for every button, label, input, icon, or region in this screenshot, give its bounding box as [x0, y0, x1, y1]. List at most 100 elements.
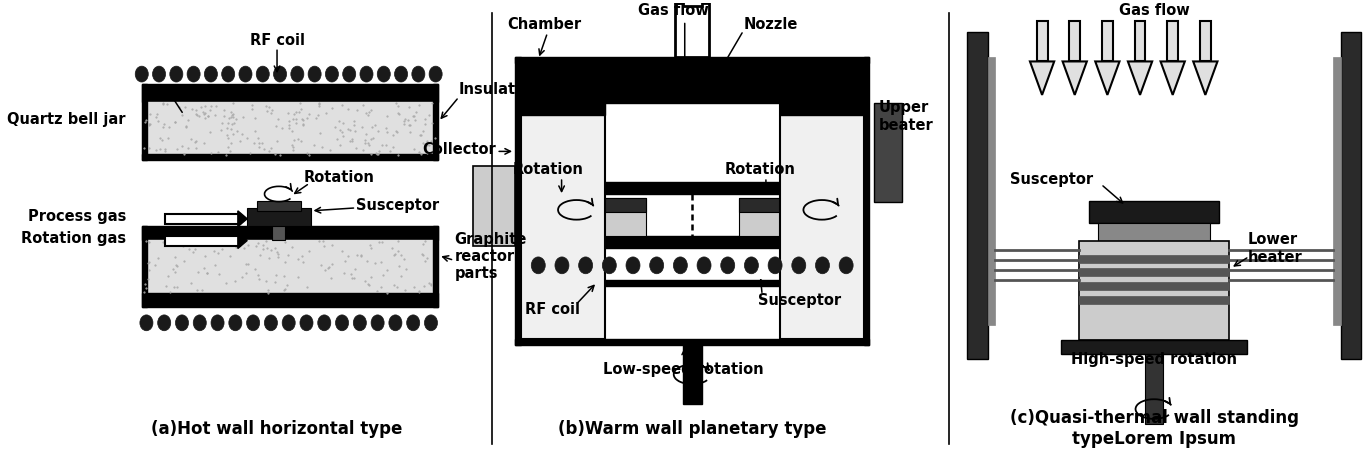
- Point: [133, 288, 155, 295]
- Polygon shape: [1160, 61, 1185, 95]
- Bar: [521, 182, 864, 194]
- Point: [253, 145, 275, 153]
- Bar: [1069, 21, 1080, 61]
- Text: Graphite
reactor
parts: Graphite reactor parts: [455, 232, 526, 281]
- Point: [384, 252, 406, 259]
- Point: [237, 260, 259, 267]
- Point: [382, 131, 404, 139]
- Point: [136, 116, 158, 124]
- Point: [371, 238, 393, 245]
- Point: [181, 105, 203, 112]
- Point: [173, 243, 195, 250]
- Text: Insulation: Insulation: [459, 82, 541, 98]
- Ellipse shape: [308, 66, 321, 82]
- Point: [406, 108, 427, 115]
- Text: Rotation: Rotation: [512, 162, 584, 177]
- Bar: [521, 280, 864, 286]
- Point: [334, 257, 356, 265]
- Point: [171, 142, 193, 149]
- Text: Chamber: Chamber: [508, 17, 582, 32]
- Point: [218, 120, 240, 127]
- Ellipse shape: [158, 315, 171, 331]
- Point: [299, 248, 321, 255]
- Point: [178, 144, 200, 152]
- Point: [282, 144, 304, 151]
- Point: [200, 102, 222, 109]
- Point: [344, 127, 366, 134]
- Bar: [515, 57, 870, 63]
- Point: [318, 264, 340, 271]
- Point: [137, 121, 159, 128]
- Point: [330, 128, 352, 136]
- Point: [184, 138, 206, 146]
- Point: [306, 115, 327, 122]
- Point: [423, 134, 445, 141]
- Text: Rotation gas: Rotation gas: [21, 231, 126, 246]
- Bar: [874, 103, 901, 202]
- Text: Process gas: Process gas: [27, 209, 126, 224]
- Polygon shape: [238, 233, 247, 249]
- Point: [326, 136, 348, 143]
- Point: [375, 266, 397, 273]
- Point: [252, 242, 274, 249]
- Point: [307, 112, 329, 119]
- Point: [367, 150, 389, 158]
- Point: [419, 280, 441, 288]
- Point: [221, 125, 242, 132]
- Point: [152, 101, 174, 108]
- Point: [281, 142, 303, 149]
- Point: [363, 259, 385, 266]
- Point: [216, 143, 238, 151]
- Point: [232, 113, 253, 120]
- Point: [249, 252, 271, 259]
- Bar: [738, 198, 851, 212]
- Point: [284, 136, 306, 143]
- Text: Gas flow: Gas flow: [1119, 3, 1189, 18]
- Bar: [1333, 57, 1341, 325]
- Point: [370, 284, 392, 291]
- Point: [241, 102, 263, 109]
- Point: [337, 126, 359, 133]
- Point: [381, 244, 403, 251]
- Point: [397, 116, 419, 124]
- Point: [274, 273, 296, 280]
- Point: [277, 281, 299, 288]
- Ellipse shape: [674, 257, 688, 274]
- Point: [134, 118, 156, 125]
- Point: [171, 111, 193, 118]
- Point: [408, 148, 430, 155]
- Point: [163, 283, 185, 290]
- Point: [271, 124, 293, 131]
- Polygon shape: [1063, 61, 1086, 95]
- Point: [349, 252, 371, 259]
- Point: [195, 114, 216, 122]
- Bar: [521, 103, 604, 114]
- Point: [342, 121, 364, 129]
- Ellipse shape: [792, 257, 806, 274]
- Point: [363, 121, 385, 129]
- Point: [286, 135, 308, 142]
- Point: [145, 113, 167, 120]
- Point: [218, 114, 240, 121]
- Point: [273, 287, 295, 294]
- Ellipse shape: [175, 315, 189, 331]
- Point: [244, 115, 266, 122]
- Point: [319, 146, 341, 153]
- Point: [352, 146, 374, 153]
- Bar: [1101, 21, 1112, 61]
- Ellipse shape: [769, 257, 782, 274]
- Bar: [1037, 21, 1048, 61]
- Bar: [1145, 340, 1163, 424]
- Point: [375, 113, 397, 120]
- Point: [401, 113, 423, 120]
- Ellipse shape: [326, 66, 338, 82]
- Point: [386, 247, 408, 255]
- Point: [411, 250, 433, 257]
- Point: [179, 237, 201, 245]
- Point: [204, 111, 226, 119]
- Ellipse shape: [697, 257, 711, 274]
- Text: RF coil: RF coil: [525, 302, 580, 317]
- Point: [385, 99, 407, 107]
- Bar: [164, 235, 240, 245]
- Bar: [164, 214, 240, 224]
